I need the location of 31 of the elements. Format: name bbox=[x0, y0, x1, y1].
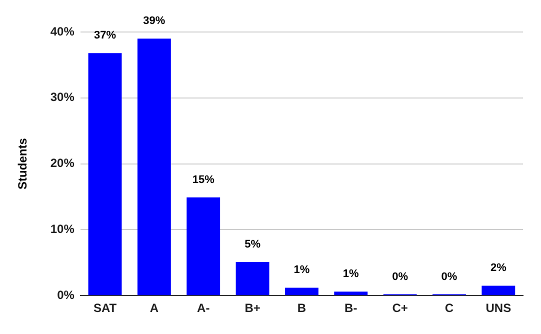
data-label: 0% bbox=[441, 270, 458, 283]
y-tick-label: 0% bbox=[57, 288, 75, 302]
x-tick-label: A- bbox=[197, 301, 210, 316]
data-label: 0% bbox=[392, 270, 408, 283]
x-tick-label: B- bbox=[344, 301, 358, 316]
x-tick-label: B+ bbox=[244, 301, 260, 316]
data-label: 2% bbox=[490, 262, 507, 274]
y-tick-label: 30% bbox=[50, 90, 75, 104]
y-tick-label: 20% bbox=[50, 156, 75, 170]
x-tick-label: C bbox=[444, 301, 454, 316]
bar bbox=[186, 197, 220, 296]
x-tick-label: UNS bbox=[486, 301, 512, 316]
x-tick-label: A bbox=[150, 301, 159, 316]
data-label: 1% bbox=[342, 268, 360, 280]
data-label: 37% bbox=[94, 30, 116, 42]
y-tick-label: 10% bbox=[50, 222, 75, 236]
bar bbox=[284, 288, 318, 296]
data-label: 39% bbox=[143, 15, 166, 28]
x-tick-label: B bbox=[297, 301, 306, 316]
bar bbox=[236, 262, 270, 296]
bar bbox=[334, 292, 368, 296]
bar bbox=[137, 38, 171, 296]
x-tick-label: SAT bbox=[93, 301, 118, 316]
bar bbox=[88, 53, 122, 296]
x-tick-label: C+ bbox=[392, 301, 408, 316]
y-axis-title: Students bbox=[16, 138, 30, 190]
bar bbox=[482, 286, 516, 296]
y-tick-label: 40% bbox=[50, 24, 75, 38]
data-label: 15% bbox=[192, 174, 215, 186]
data-label: 1% bbox=[294, 264, 310, 276]
data-label: 5% bbox=[244, 238, 261, 251]
